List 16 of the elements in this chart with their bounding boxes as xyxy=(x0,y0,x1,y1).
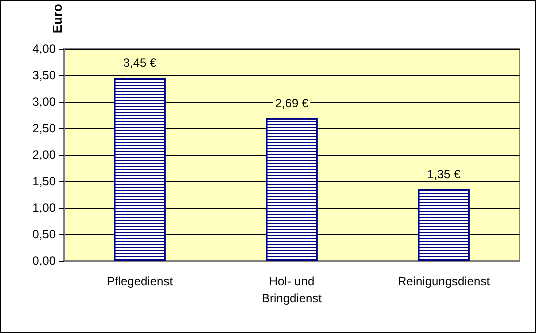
x-tick-label: Reinigungsdienst xyxy=(398,274,491,288)
data-label: 3,45 € xyxy=(123,56,157,70)
y-tick-label: 2,00 xyxy=(32,148,56,162)
y-tick-label: 4,00 xyxy=(32,42,56,56)
y-tick-label: 0,00 xyxy=(32,254,56,268)
x-tick-label: Pflegedienst xyxy=(106,274,174,288)
x-tick-label: Hol- und Bringdienst xyxy=(262,274,323,306)
y-tick-label: 3,50 xyxy=(32,68,56,82)
y-tick-label: 0,50 xyxy=(32,228,56,242)
data-label: 2,69 € xyxy=(275,96,309,110)
data-label: 1,35 € xyxy=(427,167,461,182)
y-tick-label: 3,00 xyxy=(32,95,56,109)
y-axis-title: Euro xyxy=(50,4,65,34)
y-tick-label: 1,00 xyxy=(32,201,56,215)
y-tick-label: 1,50 xyxy=(32,174,56,188)
y-tick-label: 2,50 xyxy=(32,122,56,136)
